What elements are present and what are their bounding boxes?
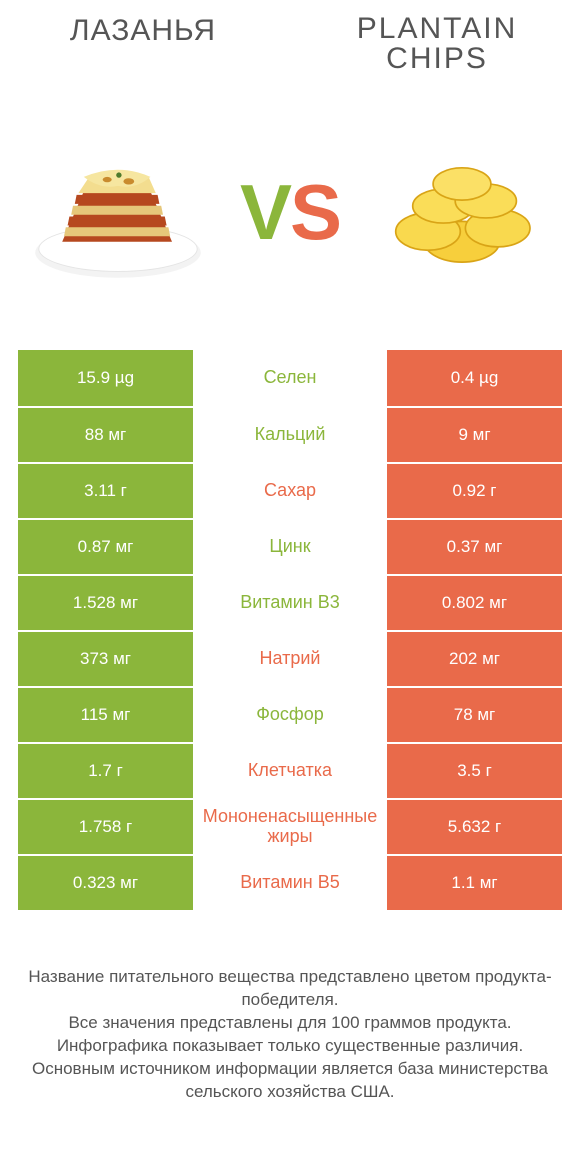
left-value-cell: 15.9 µg — [18, 350, 193, 406]
vs-letter-s: S — [290, 168, 340, 256]
right-food-title: PLANTAIN CHIPS — [312, 14, 562, 74]
right-value-cell: 0.92 г — [387, 464, 562, 518]
footer-line-1: Название питательного вещества представл… — [28, 966, 552, 1012]
nutrient-label: Натрий — [193, 632, 387, 686]
nutrient-label: Цинк — [193, 520, 387, 574]
table-row: 88 мгКальций9 мг — [18, 406, 562, 462]
right-value-cell: 0.4 µg — [387, 350, 562, 406]
footer-line-4: Основным источником информации является … — [28, 1058, 552, 1104]
table-row: 1.7 гКлетчатка3.5 г — [18, 742, 562, 798]
right-value-cell: 78 мг — [387, 688, 562, 742]
right-food-title-line1: PLANTAIN — [312, 14, 562, 44]
right-value-cell: 9 мг — [387, 408, 562, 462]
header: ЛАЗАНЬЯ PLANTAIN CHIPS — [18, 14, 562, 104]
right-food-title-line2: CHIPS — [312, 44, 562, 74]
table-row: 1.758 гМононенасыщенные жиры5.632 г — [18, 798, 562, 854]
right-value-cell: 0.37 мг — [387, 520, 562, 574]
left-value-cell: 3.11 г — [18, 464, 193, 518]
vs-label: VS — [240, 167, 340, 258]
right-value-cell: 1.1 мг — [387, 856, 562, 910]
nutrient-label: Кальций — [193, 408, 387, 462]
table-row: 15.9 µgСелен0.4 µg — [18, 350, 562, 406]
right-value-cell: 0.802 мг — [387, 576, 562, 630]
footer-notes: Название питательного вещества представл… — [18, 966, 562, 1124]
left-value-cell: 88 мг — [18, 408, 193, 462]
nutrient-label: Витамин B5 — [193, 856, 387, 910]
table-row: 1.528 мгВитамин B30.802 мг — [18, 574, 562, 630]
footer-line-3: Инфографика показывает только существенн… — [28, 1035, 552, 1058]
vs-letter-v: V — [240, 168, 290, 256]
nutrient-label: Сахар — [193, 464, 387, 518]
left-value-cell: 115 мг — [18, 688, 193, 742]
table-row: 0.323 мгВитамин B51.1 мг — [18, 854, 562, 910]
lasagna-icon — [28, 132, 208, 292]
nutrient-label: Мононенасыщенные жиры — [193, 800, 387, 854]
right-value-cell: 202 мг — [387, 632, 562, 686]
right-food-image — [372, 127, 552, 297]
left-value-cell: 1.758 г — [18, 800, 193, 854]
vs-row: VS — [18, 112, 562, 312]
left-value-cell: 0.323 мг — [18, 856, 193, 910]
left-value-cell: 0.87 мг — [18, 520, 193, 574]
left-food-image — [28, 127, 208, 297]
left-value-cell: 373 мг — [18, 632, 193, 686]
comparison-table: 15.9 µgСелен0.4 µg88 мгКальций9 мг3.11 г… — [18, 350, 562, 910]
table-row: 3.11 гСахар0.92 г — [18, 462, 562, 518]
right-value-cell: 3.5 г — [387, 744, 562, 798]
infographic-page: ЛАЗАНЬЯ PLANTAIN CHIPS — [0, 0, 580, 1174]
table-row: 0.87 мгЦинк0.37 мг — [18, 518, 562, 574]
table-row: 115 мгФосфор78 мг — [18, 686, 562, 742]
right-value-cell: 5.632 г — [387, 800, 562, 854]
nutrient-label: Фосфор — [193, 688, 387, 742]
plantain-chips-icon — [377, 132, 547, 292]
left-food-title: ЛАЗАНЬЯ — [18, 14, 268, 49]
nutrient-label: Витамин B3 — [193, 576, 387, 630]
footer-line-2: Все значения представлены для 100 граммо… — [28, 1012, 552, 1035]
nutrient-label: Селен — [193, 350, 387, 406]
nutrient-label: Клетчатка — [193, 744, 387, 798]
left-value-cell: 1.528 мг — [18, 576, 193, 630]
left-value-cell: 1.7 г — [18, 744, 193, 798]
table-row: 373 мгНатрий202 мг — [18, 630, 562, 686]
